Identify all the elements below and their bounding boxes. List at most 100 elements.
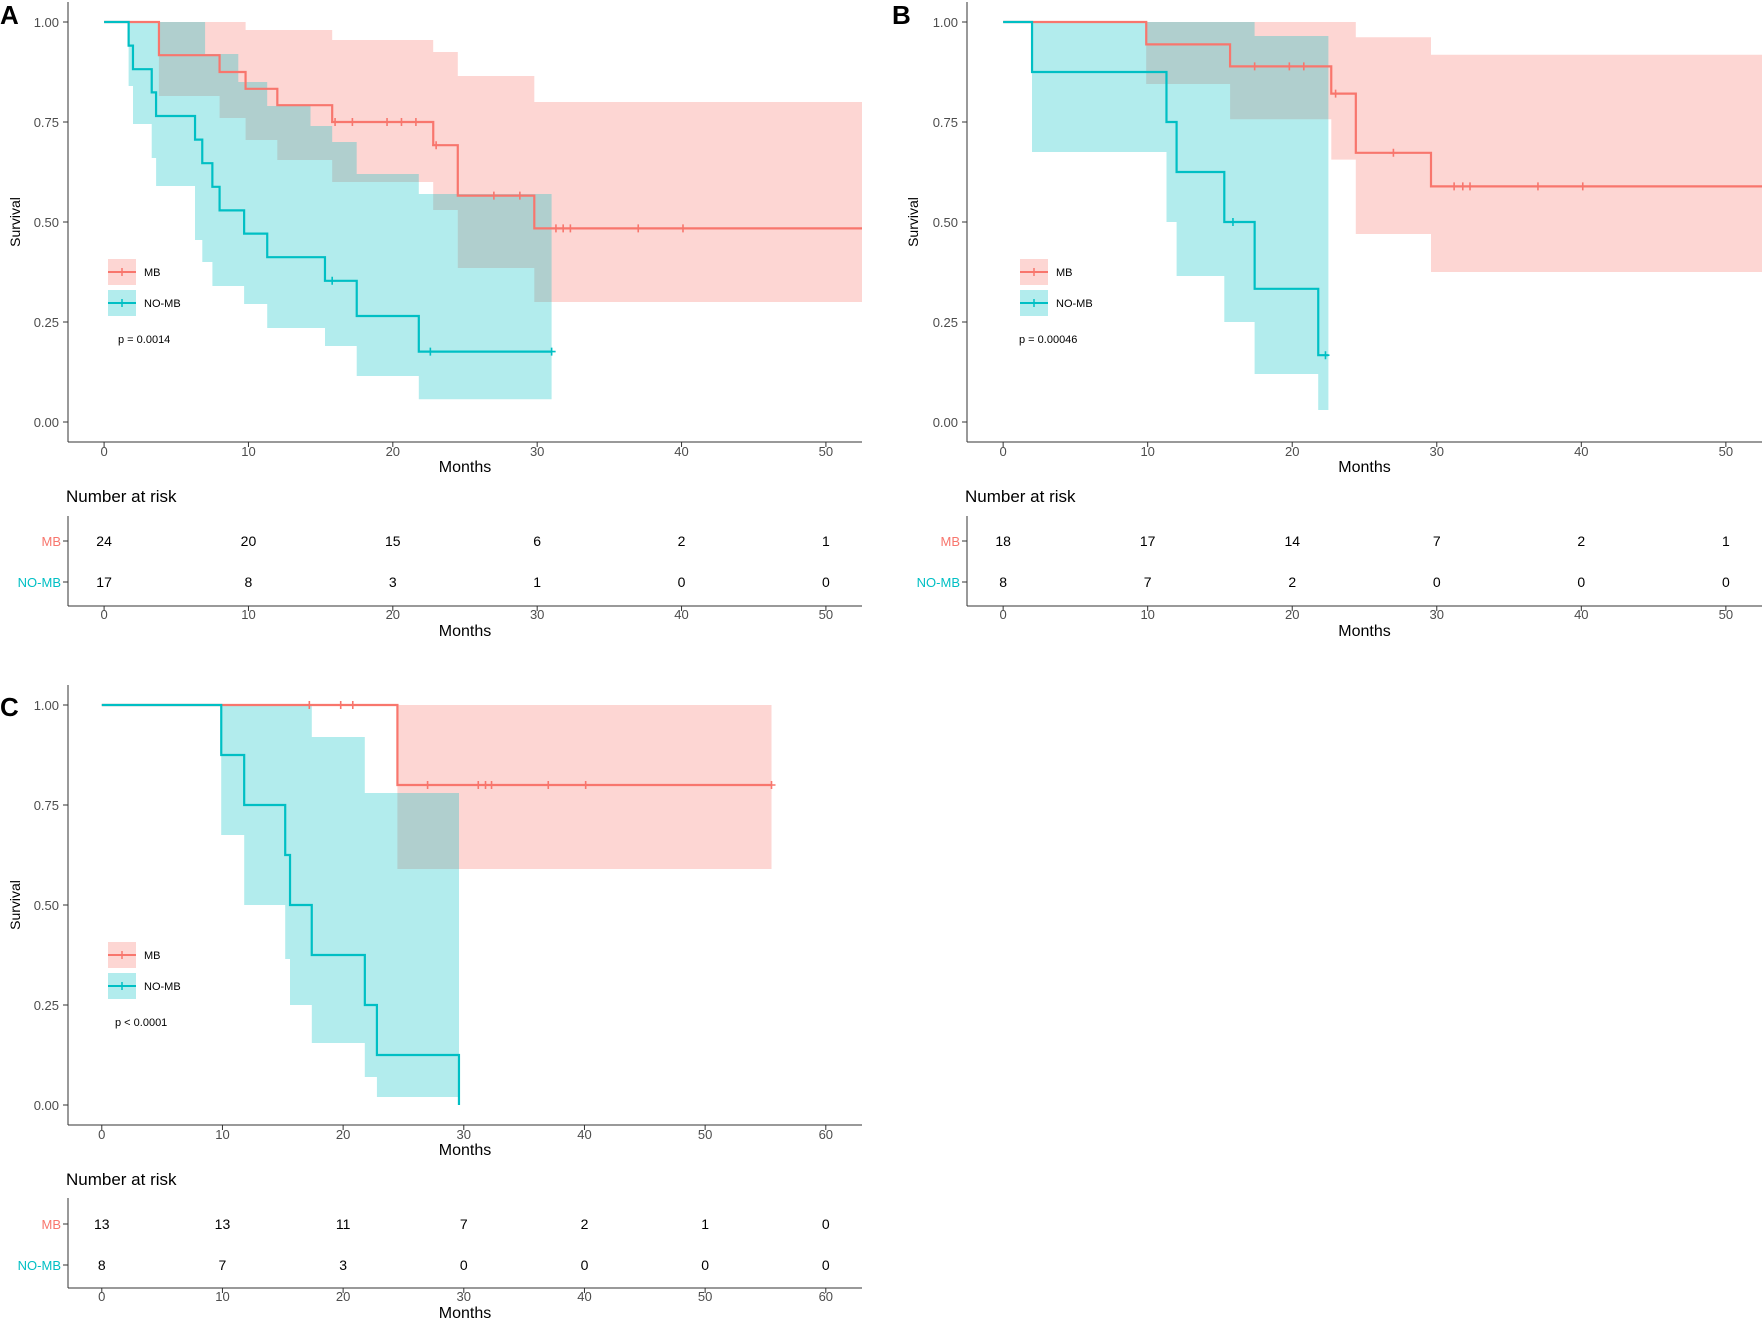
- ci-band-no-mb: [1003, 22, 1329, 410]
- panel-b: B0.000.250.500.751.000 10 20 30 40 50MonthsSu…: [892, 0, 1762, 640]
- risk-row-label-no-mb: NO-MB: [917, 575, 960, 590]
- legend-label-no-mb: NO-MB: [144, 298, 181, 310]
- panel-label: A: [0, 0, 19, 30]
- x-tick-label: 30: [530, 444, 544, 459]
- x-tick-label: 10: [241, 444, 255, 459]
- risk-count: 7: [1144, 574, 1152, 590]
- y-tick-label: 1.00: [34, 15, 59, 30]
- risk-count: 1: [1722, 533, 1730, 549]
- ci-band-no-mb: [104, 22, 552, 400]
- censor-mark: [566, 224, 575, 233]
- risk-x-tick-label: 30: [530, 607, 544, 622]
- x-tick-label: 20: [386, 444, 400, 459]
- risk-x-tick-label: 30: [457, 1289, 471, 1304]
- risk-count: 8: [98, 1257, 106, 1273]
- risk-x-tick-label: 0: [1000, 607, 1007, 622]
- x-tick-label: 0: [98, 1127, 105, 1142]
- risk-x-tick-label: 10: [1140, 607, 1154, 622]
- risk-table-title: Number at risk: [66, 487, 177, 506]
- y-tick-label: 1.00: [933, 15, 958, 30]
- risk-count: 0: [822, 1257, 830, 1273]
- y-tick-label: 0.50: [34, 898, 59, 913]
- ci-band-mb: [1003, 22, 1762, 272]
- censor-mark: [767, 781, 776, 789]
- censor-mark: [348, 118, 357, 126]
- censor-mark: [1458, 182, 1467, 191]
- legend-censor-mark: [118, 268, 126, 276]
- censor-mark: [328, 276, 337, 285]
- x-tick-label: 30: [457, 1127, 471, 1142]
- risk-count: 1: [533, 574, 541, 590]
- censor-mark: [397, 118, 406, 126]
- risk-x-tick-label: 50: [1719, 607, 1733, 622]
- risk-count: 0: [460, 1257, 468, 1273]
- censor-mark: [559, 224, 568, 233]
- risk-x-tick-label: 40: [577, 1289, 591, 1304]
- risk-count: 2: [581, 1216, 589, 1232]
- risk-count: 0: [1433, 574, 1441, 590]
- x-tick-label: 50: [1719, 444, 1733, 459]
- x-axis-title: Months: [1338, 459, 1390, 476]
- risk-x-tick-label: 40: [674, 607, 688, 622]
- censor-mark: [1331, 89, 1340, 98]
- censor-mark: [1389, 148, 1398, 157]
- risk-count: 0: [822, 574, 830, 590]
- risk-count: 0: [822, 1216, 830, 1232]
- risk-count: 17: [1140, 533, 1156, 549]
- legend-censor-mark: [1030, 268, 1038, 276]
- risk-count: 0: [701, 1257, 709, 1273]
- x-tick-label: 0: [100, 444, 107, 459]
- risk-row-label-mb: MB: [42, 534, 62, 549]
- risk-row-label-no-mb: NO-MB: [18, 575, 61, 590]
- risk-x-tick-label: 20: [1285, 607, 1299, 622]
- panel-label: B: [892, 0, 911, 30]
- risk-count: 0: [678, 574, 686, 590]
- risk-x-axis-title: Months: [439, 623, 491, 640]
- p-value: p = 0.00046: [1019, 334, 1077, 346]
- censor-mark: [474, 781, 483, 789]
- legend-censor-mark: [118, 951, 126, 959]
- risk-count: 7: [219, 1257, 227, 1273]
- y-tick-label: 1.00: [34, 698, 59, 713]
- censor-mark: [515, 191, 524, 200]
- risk-row-label-no-mb: NO-MB: [18, 1258, 61, 1273]
- censor-mark: [1299, 62, 1308, 71]
- risk-x-tick-label: 50: [698, 1289, 712, 1304]
- legend-label-mb: MB: [144, 267, 161, 279]
- risk-count: 17: [96, 574, 112, 590]
- censor-mark: [547, 347, 556, 356]
- risk-count: 0: [1577, 574, 1585, 590]
- censor-mark: [423, 781, 432, 789]
- risk-count: 2: [678, 533, 686, 549]
- risk-count: 1: [701, 1216, 709, 1232]
- panel-c: C0.000.250.500.751.000 10 20 30 40 50 60Months…: [0, 685, 862, 1322]
- risk-count: 8: [999, 574, 1007, 590]
- censor-mark: [1250, 62, 1259, 71]
- x-tick-label: 10: [1140, 444, 1154, 459]
- risk-count: 11: [336, 1216, 351, 1232]
- risk-count: 8: [245, 574, 253, 590]
- risk-count: 24: [96, 533, 112, 549]
- censor-mark: [1321, 351, 1330, 360]
- risk-count: 15: [385, 533, 401, 549]
- p-value: p < 0.0001: [115, 1017, 167, 1029]
- legend-label-no-mb: NO-MB: [144, 981, 181, 993]
- risk-x-axis-title: Months: [439, 1305, 491, 1322]
- legend-censor-mark: [118, 299, 126, 307]
- legend-censor-mark: [118, 982, 126, 990]
- x-tick-label: 40: [674, 444, 688, 459]
- risk-count: 2: [1288, 574, 1296, 590]
- censor-mark: [305, 701, 314, 709]
- y-tick-label: 0.00: [933, 415, 958, 430]
- censor-mark: [432, 141, 441, 150]
- legend-label-mb: MB: [1056, 267, 1073, 279]
- risk-row-label-mb: MB: [941, 534, 961, 549]
- censor-mark: [634, 224, 643, 233]
- x-tick-label: 50: [698, 1127, 712, 1142]
- censor-mark: [1533, 182, 1542, 191]
- x-tick-label: 20: [1285, 444, 1299, 459]
- panel-a: A0.000.250.500.751.000 10 20 30 40 50MonthsSu…: [0, 0, 863, 640]
- x-tick-label: 40: [1574, 444, 1588, 459]
- risk-x-tick-label: 30: [1430, 607, 1444, 622]
